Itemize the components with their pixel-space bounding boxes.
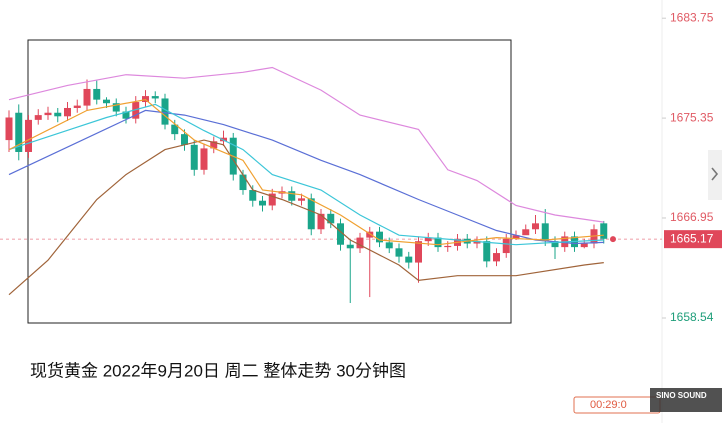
candle-body [190, 144, 198, 170]
watermark: SINO SOUND [656, 391, 707, 400]
candle-body [83, 88, 91, 106]
candle-body [600, 223, 608, 239]
candle-body [25, 119, 32, 152]
indicator-line [8, 103, 604, 246]
last-price-dot [610, 236, 616, 243]
indicator-line [8, 99, 604, 246]
y-tick-label: 1683.75 [670, 10, 714, 24]
candle-body [161, 98, 169, 125]
indicator-line [8, 109, 604, 245]
candle-body [249, 190, 257, 201]
candle-body [346, 244, 354, 249]
candle-body [424, 237, 432, 242]
candle-body [54, 112, 62, 117]
candle-body [493, 253, 500, 262]
candle-body [522, 229, 530, 236]
watermark-box [650, 388, 722, 412]
candle-body [317, 213, 325, 230]
y-tick-label: 1658.54 [670, 310, 714, 324]
candle-body [502, 238, 510, 254]
candle-body [385, 242, 393, 249]
candle-body [103, 99, 110, 104]
candle-body [298, 198, 305, 201]
candle-body [405, 256, 413, 263]
candle-body [483, 241, 491, 262]
candle-body [434, 237, 442, 248]
candle-body [151, 96, 159, 99]
candle-body [366, 231, 374, 238]
candle-body [415, 241, 422, 263]
candle-body [307, 198, 315, 230]
side-tab[interactable] [708, 150, 722, 200]
indicator-line [8, 66, 604, 223]
candle-body [171, 124, 179, 135]
candle-body [268, 193, 276, 206]
last-price-label: 1665.17 [670, 231, 714, 245]
candle-body [580, 243, 588, 248]
candle-body [181, 134, 188, 145]
candle-body [356, 237, 364, 249]
candle-body [34, 115, 42, 120]
candle-body [259, 200, 266, 206]
candle-body [73, 105, 81, 108]
candle-body [44, 112, 52, 116]
indicator-line [8, 139, 604, 296]
candle-body [327, 213, 335, 224]
frame [27, 39, 512, 324]
candle-body [551, 241, 559, 248]
candle-body [122, 111, 130, 119]
candle-body [210, 141, 218, 149]
side-tab-arrow[interactable] [711, 167, 719, 181]
candle-body [512, 235, 520, 239]
candle-body [444, 245, 452, 248]
candle-body [200, 148, 208, 170]
candle-body [239, 174, 247, 191]
caption: 现货黄金 2022年9月20日 周二 整体走势 30分钟图 [30, 361, 406, 380]
candle-body [112, 103, 120, 112]
y-tick-label: 1675.35 [670, 110, 714, 124]
candle-body [473, 241, 481, 244]
candle-body [541, 223, 549, 242]
candle-body [5, 117, 13, 141]
candle-body [142, 96, 149, 103]
candle-body [395, 248, 403, 257]
last-price-badge [664, 230, 722, 249]
candle-body [93, 88, 101, 100]
timer: 00:29:0 [590, 399, 627, 411]
candle-body [288, 191, 296, 201]
candle-body [376, 231, 383, 243]
candle-body [15, 112, 23, 152]
candle-body [532, 223, 539, 230]
candle-body [64, 107, 71, 117]
candle-body [132, 102, 140, 119]
candle-body [337, 223, 344, 245]
y-tick-label: 1666.95 [670, 210, 714, 224]
